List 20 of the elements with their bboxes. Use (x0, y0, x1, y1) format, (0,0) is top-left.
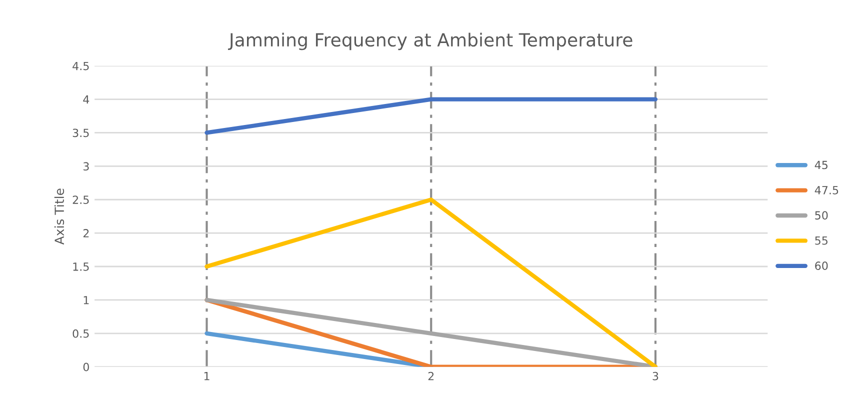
legend-label: 60 (815, 262, 828, 270)
y-tick-label: 2.5 (72, 196, 89, 204)
x-tick-label: 1 (204, 372, 210, 380)
y-tick-label: 0 (83, 362, 89, 372)
legend-label: 45 (814, 160, 828, 170)
y-tick-label: 0.5 (72, 329, 89, 338)
y-tick-label: 2 (83, 229, 89, 238)
y-tick-label: 4 (83, 95, 90, 104)
legend-label: 47.5 (814, 186, 838, 194)
y-tick-label: 1 (84, 296, 89, 304)
y-axis-title: Axis Title (54, 188, 64, 245)
x-tick-label: 2 (428, 372, 434, 380)
legend-label: 50 (815, 211, 828, 220)
y-tick-label: 3.5 (72, 128, 89, 138)
chart-title: Jamming Frequency at Ambient Temperature (228, 32, 632, 50)
legend-label: 55 (815, 236, 828, 245)
x-tick-label: 3 (652, 372, 658, 380)
y-tick-label: 1.5 (73, 262, 89, 271)
y-tick-label: 4.5 (72, 62, 89, 70)
y-tick-label: 3 (83, 162, 89, 171)
